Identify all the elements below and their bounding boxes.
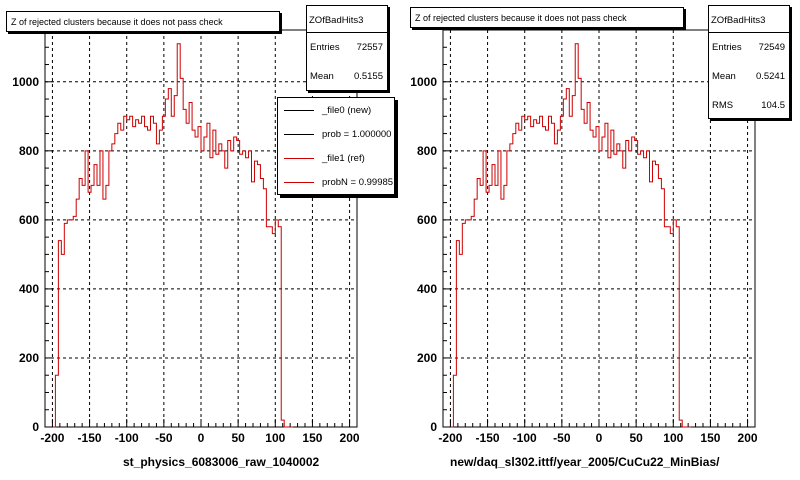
left-stats-mean-label: Mean: [310, 71, 334, 82]
right-x-axis-label: new/daq_sl302.ittf/year_2005/CuCu22_MinB…: [450, 455, 720, 469]
right-x-tick-label-5: 50: [629, 431, 643, 445]
right-y-tick-label-5: 1000: [410, 75, 437, 89]
right-stats-entries-label: Entries: [712, 42, 742, 53]
right-y-tick-label-0: 0: [430, 420, 437, 434]
right-stats-rms-row: RMS 104.5: [709, 91, 789, 120]
right-stats-name: ZOfBadHits3: [709, 6, 789, 33]
right-y-tick-label-2: 400: [417, 282, 437, 296]
left-x-tick-label-4: 0: [198, 431, 205, 445]
right-y-tick-label-1: 200: [417, 351, 437, 365]
right-x-tick-label-2: -100: [513, 431, 537, 445]
left-y-tick-label-1: 200: [19, 351, 39, 365]
right-stats-mean-label: Mean: [712, 71, 736, 82]
left-y-tick-label-0: 0: [32, 420, 39, 434]
left-x-tick-label-7: 150: [302, 431, 322, 445]
right-chart-title: Z of rejected clusters because it does n…: [410, 7, 684, 28]
legend-label-1: prob = 1.000000: [322, 128, 392, 140]
left-x-tick-label-6: 100: [265, 431, 285, 445]
right-stats-entries-value: 72549: [758, 42, 785, 53]
left-chart-title: Z of rejected clusters because it does n…: [6, 11, 280, 32]
legend-line-3: [284, 181, 314, 183]
right-stats-rms-value: 104.5: [761, 100, 785, 111]
legend-line-1: [284, 133, 314, 135]
right-histogram-series: [450, 43, 692, 428]
legend-line-2: [284, 157, 314, 159]
legend-entry-0: _file0 (new): [278, 98, 394, 122]
right-x-tick-label-1: -150: [476, 431, 500, 445]
legend-entry-1: prob = 1.000000: [278, 122, 394, 146]
right-stats-mean-value: 0.5241: [755, 71, 785, 82]
left-x-tick-label-3: -50: [155, 431, 173, 445]
legend-label-2: _file1 (ref): [322, 152, 365, 164]
right-x-tick-label-3: -50: [553, 431, 571, 445]
left-y-tick-label-4: 800: [19, 144, 39, 158]
legend-label-0: _file0 (new): [322, 104, 372, 116]
legend-entry-2: _file1 (ref): [278, 146, 394, 170]
left-histogram-series: [52, 43, 294, 428]
right-x-tick-label-6: 100: [663, 431, 683, 445]
right-x-tick-label-7: 150: [700, 431, 720, 445]
right-stats-box: ZOfBadHits3 Entries 72549 Mean 0.5241 RM…: [708, 5, 790, 119]
legend-line-0: [284, 109, 314, 111]
right-x-tick-label-8: 200: [738, 431, 758, 445]
left-x-tick-label-1: -150: [78, 431, 102, 445]
left-legend: _file0 (new) prob = 1.000000 _file1 (ref…: [277, 97, 395, 195]
left-y-tick-label-5: 1000: [12, 75, 39, 89]
left-stats-entries-row: Entries 72557: [307, 33, 387, 62]
left-histogram-pad: -200 -150 -100 -50 0 50 100 150 200 0 200 400 600 800…: [6, 5, 395, 469]
left-stats-name: ZOfBadHits3: [307, 6, 387, 33]
right-stats-mean-row: Mean 0.5241: [709, 62, 789, 91]
right-y-tick-label-3: 600: [417, 213, 437, 227]
left-y-tick-label-2: 400: [19, 282, 39, 296]
left-x-tick-label-0: -200: [40, 431, 64, 445]
right-stats-entries-row: Entries 72549: [709, 33, 789, 62]
left-y-tick-label-3: 600: [19, 213, 39, 227]
legend-label-3: probN = 0.99985: [322, 176, 394, 188]
left-stats-entries-label: Entries: [310, 42, 340, 53]
right-x-tick-label-0: -200: [438, 431, 462, 445]
left-stats-entries-value: 72557: [356, 42, 383, 53]
left-x-tick-label-2: -100: [115, 431, 139, 445]
left-x-tick-label-8: 200: [340, 431, 360, 445]
left-x-axis-label: st_physics_6083006_raw_1040002: [123, 455, 320, 469]
left-x-tick-label-5: 50: [231, 431, 245, 445]
right-y-tick-label-4: 800: [417, 144, 437, 158]
legend-entry-3: probN = 0.99985: [278, 170, 394, 194]
left-stats-mean-value: 0.5155: [353, 71, 383, 82]
left-stats-mean-row: Mean 0.5155: [307, 62, 387, 91]
left-stats-box: ZOfBadHits3 Entries 72557 Mean 0.5155: [306, 5, 388, 91]
left-histogram-svg: -200 -150 -100 -50 0 50 100 150 200 0 200 400 600 800…: [12, 29, 360, 445]
right-stats-rms-label: RMS: [712, 100, 734, 111]
right-histogram-pad: -200 -150 -100 -50 0 50 100 150 200 0 200 400 600 800…: [400, 0, 800, 480]
right-x-tick-label-4: 0: [596, 431, 603, 445]
